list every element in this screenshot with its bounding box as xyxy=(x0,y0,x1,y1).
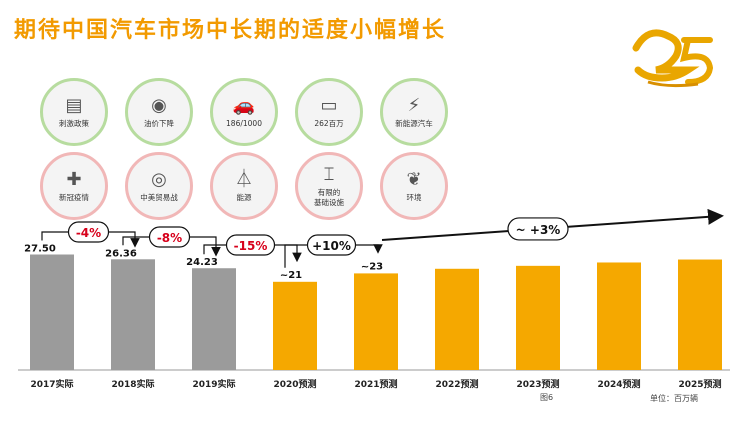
ev-plug-icon: ⚡ xyxy=(407,94,421,116)
bar-2019实际 xyxy=(192,268,236,370)
change-badge xyxy=(67,221,110,243)
target-icon: ◎ xyxy=(151,168,167,190)
x-tick-label: 2022预测 xyxy=(435,378,478,390)
change-badge xyxy=(306,234,357,256)
factor-traffic-jam: ▭ 262百万 xyxy=(295,78,363,146)
bar-2018实际 xyxy=(111,259,155,370)
data-label: ~21 xyxy=(280,270,302,281)
factor-construction-crane: ⌶ 有限的 基础设施 xyxy=(295,152,363,220)
bar-2017实际 xyxy=(30,254,74,370)
data-label: 26.36 xyxy=(105,248,137,259)
factor-medical-cross: ✚ 新冠疫情 xyxy=(40,152,108,220)
unit-label: 单位：百万辆 xyxy=(650,394,698,403)
data-label: 24.23 xyxy=(186,257,218,268)
factor-label: 油价下降 xyxy=(144,118,174,128)
factor-label: 中美贸易战 xyxy=(140,192,178,202)
factor-label: 刺激政策 xyxy=(59,118,89,128)
change-label: +10% xyxy=(312,239,351,253)
document-icon: ▤ xyxy=(65,94,83,116)
bar-2020预测 xyxy=(273,281,317,370)
factor-label: 186/1000 xyxy=(226,118,262,128)
factor-coins: ◉ 油价下降 xyxy=(125,78,193,146)
bar-2025预测 xyxy=(678,259,722,370)
x-tick-label: 2025预测 xyxy=(678,378,721,390)
factor-document: ▤ 刺激政策 xyxy=(40,78,108,146)
car-person-icon: 🚗 xyxy=(232,94,256,116)
x-tick-label: 2019实际 xyxy=(192,378,235,390)
data-label: ~23 xyxy=(361,261,383,272)
x-tick-label: 2023预测 xyxy=(516,378,559,390)
power-tower-icon: ⏃ xyxy=(235,168,253,190)
x-tick-label: 2017实际 xyxy=(30,378,73,390)
x-tick-label: 2020预测 xyxy=(273,378,316,390)
bar-2023预测 xyxy=(516,265,560,370)
factor-car-person: 🚗 186/1000 xyxy=(210,78,278,146)
medical-cross-icon: ✚ xyxy=(66,168,82,190)
factor-label: 262百万 xyxy=(314,118,344,128)
construction-crane-icon: ⌶ xyxy=(323,163,335,185)
anniversary-logo xyxy=(632,29,714,88)
page-title: 期待中国汽车市场中长期的适度小幅增长 xyxy=(14,18,447,43)
bar-2022预测 xyxy=(435,268,479,370)
factor-ev-plug: ⚡ 新能源汽车 xyxy=(380,78,448,146)
data-label: 27.50 xyxy=(24,244,56,255)
factor-target: ◎ 中美贸易战 xyxy=(125,152,193,220)
change-badge xyxy=(148,226,191,248)
figure-label: 图6 xyxy=(540,393,554,402)
change-badge xyxy=(507,217,569,241)
factor-label: 新能源汽车 xyxy=(395,118,433,128)
coins-icon: ◉ xyxy=(151,94,167,116)
bar-2024预测 xyxy=(597,262,641,370)
change-label: -15% xyxy=(234,239,268,253)
factor-label: 环境 xyxy=(406,192,422,202)
factor-leaf: ❦ 环境 xyxy=(380,152,448,220)
traffic-jam-icon: ▭ xyxy=(320,94,338,116)
change-label: ~ +3% xyxy=(516,223,561,237)
x-tick-label: 2018实际 xyxy=(111,378,154,390)
leaf-icon: ❦ xyxy=(406,168,422,190)
change-label: -8% xyxy=(157,231,182,245)
change-label: -4% xyxy=(76,226,101,240)
factor-label: 有限的 基础设施 xyxy=(314,187,344,207)
factor-label: 能源 xyxy=(236,192,252,202)
change-badge xyxy=(225,234,276,256)
factor-label: 新冠疫情 xyxy=(59,192,89,202)
factor-power-tower: ⏃ 能源 xyxy=(210,152,278,220)
x-tick-label: 2021预测 xyxy=(354,378,397,390)
bar-2021预测 xyxy=(354,273,398,370)
x-tick-label: 2024预测 xyxy=(597,378,640,390)
